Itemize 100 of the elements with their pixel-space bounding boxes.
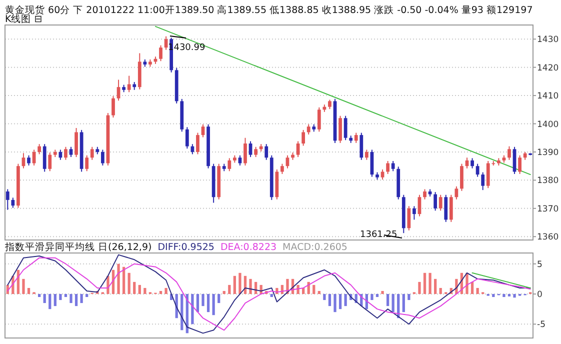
- bar: [138, 284, 141, 294]
- bar: [133, 282, 136, 294]
- bar: [54, 294, 56, 306]
- candlestick: [27, 154, 30, 166]
- bar: [428, 272, 432, 294]
- candlestick: [85, 154, 89, 172]
- annotation: 1361.25: [360, 230, 398, 240]
- bar: [439, 288, 442, 294]
- candlestick: [434, 192, 438, 212]
- bar: [206, 294, 210, 312]
- bar: [59, 294, 62, 300]
- candlestick: [354, 132, 358, 144]
- bar: [159, 290, 162, 294]
- candlestick: [238, 154, 242, 166]
- candlestick: [407, 206, 411, 231]
- bar: [344, 294, 347, 306]
- y-tick-label: 1430: [537, 35, 559, 46]
- candlestick: [248, 140, 252, 158]
- chart-title: 指数平滑异同平均线 日(26,12,9): [4, 241, 152, 253]
- bar: [423, 272, 426, 294]
- candlestick: [112, 96, 115, 118]
- bar: [86, 294, 88, 298]
- bar: [386, 294, 390, 306]
- candlestick: [100, 149, 104, 166]
- bar: [370, 294, 374, 300]
- text: K线图 ⊟: [5, 13, 42, 25]
- candlestick: [518, 154, 522, 174]
- y-tick-label: -5: [537, 320, 546, 330]
- bar: [74, 294, 78, 306]
- candlestick: [32, 149, 36, 166]
- bar: [376, 294, 379, 298]
- candlestick: [196, 132, 200, 155]
- y-tick-label: 5: [537, 260, 542, 270]
- candlestick: [280, 163, 284, 174]
- candlestick: [69, 146, 73, 158]
- bar: [212, 294, 215, 316]
- bar: [328, 294, 332, 306]
- y-tick-label: 1380: [537, 176, 559, 186]
- candlestick: [481, 172, 485, 191]
- bar: [392, 294, 394, 312]
- candlestick: [42, 144, 46, 172]
- bar: [191, 294, 194, 324]
- bar: [22, 278, 25, 294]
- y-tick-label: 1360: [537, 232, 559, 243]
- bar: [476, 288, 479, 294]
- bar: [402, 294, 405, 312]
- candlestick: [391, 160, 395, 172]
- bar: [323, 294, 326, 300]
- bar: [164, 288, 168, 294]
- bar: [338, 294, 342, 310]
- bar: [38, 294, 41, 298]
- bar: [218, 294, 220, 304]
- candlestick: [127, 75, 131, 93]
- y-tick-label: 1390: [537, 148, 559, 158]
- candlestick: [364, 149, 368, 160]
- candlestick: [228, 158, 232, 172]
- candlestick: [116, 79, 120, 102]
- candlestick: [338, 115, 342, 144]
- candlestick: [38, 144, 42, 155]
- candlestick: [254, 146, 258, 158]
- bar: [80, 294, 83, 304]
- bar: [144, 288, 146, 294]
- bar: [122, 266, 126, 294]
- series-label: DIFF:0.9525: [158, 242, 214, 253]
- bar: [70, 294, 72, 304]
- annotation: MACD:0.2605: [282, 242, 348, 253]
- bar: [508, 294, 511, 296]
- y-tick-label: 1400: [537, 120, 559, 130]
- bar: [513, 294, 516, 298]
- candlestick: [264, 144, 268, 160]
- bar: [27, 288, 30, 294]
- y-tick-label: 1420: [537, 63, 559, 74]
- bar: [117, 264, 120, 294]
- bar: [249, 278, 252, 294]
- candlestick: [386, 160, 390, 174]
- bar: [228, 284, 231, 294]
- candlestick: [460, 163, 464, 192]
- bar: [128, 272, 130, 294]
- candlestick: [508, 146, 511, 160]
- candlestick: [317, 106, 321, 132]
- candlestick: [306, 124, 310, 135]
- bar: [470, 282, 474, 294]
- text: DEA:0.8223: [220, 242, 277, 253]
- candlestick: [244, 137, 247, 166]
- y-tick-label: 0: [537, 290, 542, 300]
- candlestick: [90, 146, 94, 160]
- bar: [408, 294, 410, 300]
- bar: [196, 294, 200, 312]
- candlestick: [470, 158, 474, 169]
- bar: [318, 290, 320, 294]
- candlestick: [74, 127, 78, 158]
- bar: [48, 294, 52, 310]
- candlestick: [328, 99, 332, 110]
- bar: [381, 290, 384, 294]
- candlestick: [6, 188, 10, 210]
- bar: [222, 290, 226, 294]
- bar: [233, 276, 236, 294]
- bar: [270, 294, 273, 298]
- bar: [434, 278, 437, 294]
- candlestick: [296, 140, 300, 158]
